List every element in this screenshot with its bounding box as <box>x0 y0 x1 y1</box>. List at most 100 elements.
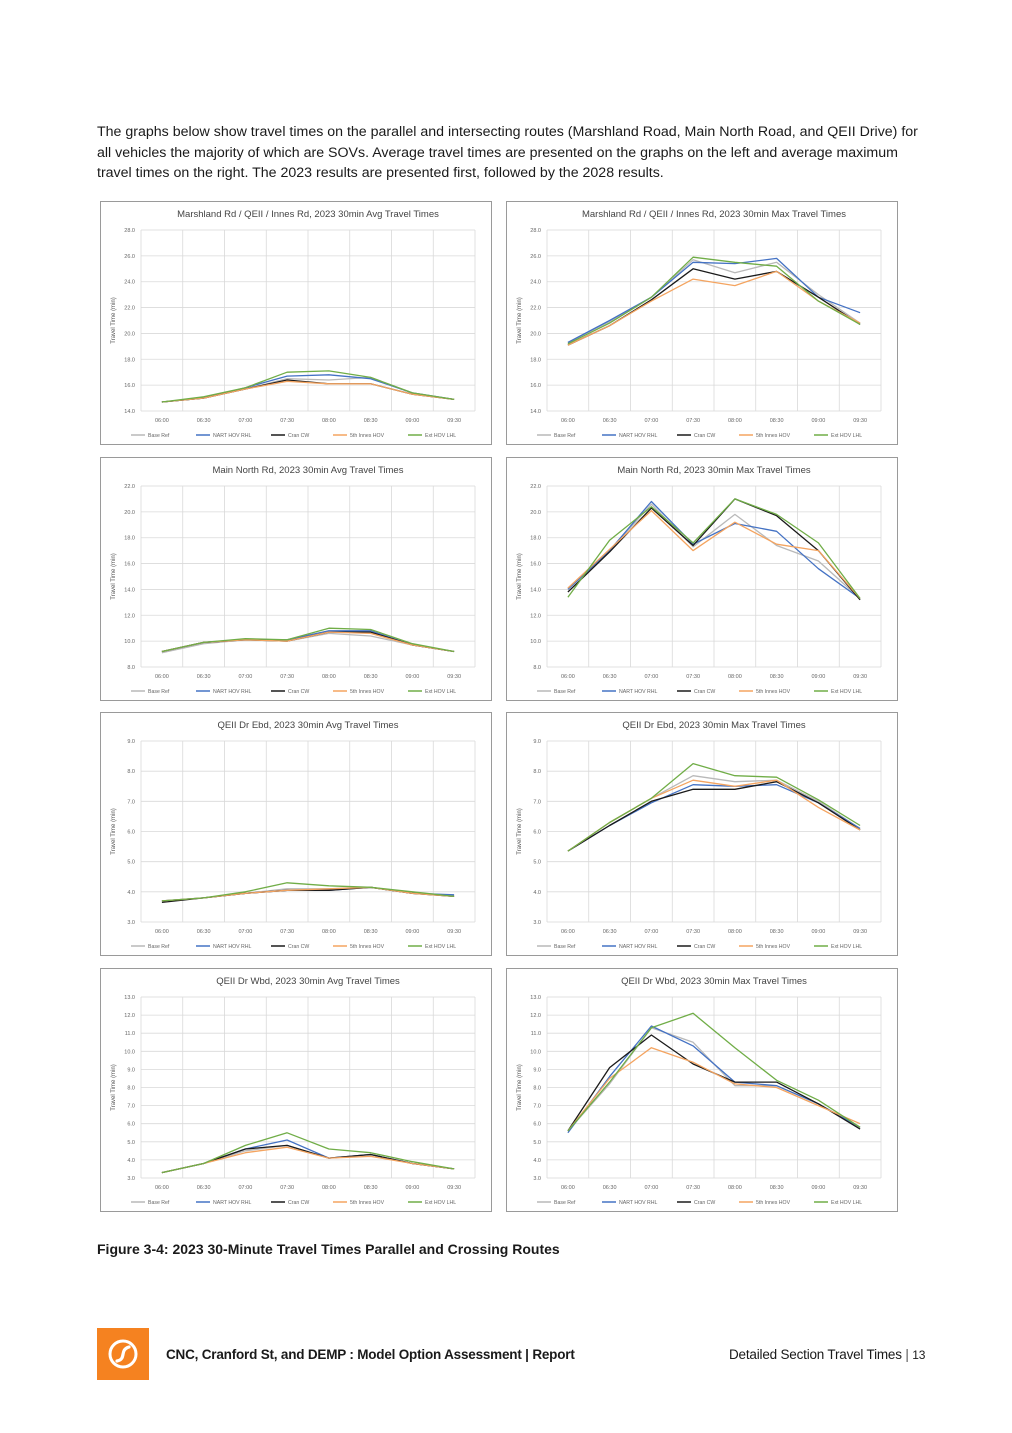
x-tick-label: 08:30 <box>770 674 784 680</box>
chart-panel-7: QEII Dr Wbd, 2023 30min Avg Travel Times… <box>100 968 492 1212</box>
legend-label: 5th Innes HOV <box>350 689 385 695</box>
footer-separator: | <box>905 1347 909 1362</box>
chart-svg-5: QEII Dr Ebd, 2023 30min Avg Travel Times… <box>111 720 476 950</box>
legend-label: Cran CW <box>694 1200 715 1206</box>
x-tick-label: 06:00 <box>155 1185 169 1191</box>
y-tick-label: 8.0 <box>127 769 135 775</box>
x-tick-label: 09:00 <box>405 1185 419 1191</box>
y-tick-label: 20.0 <box>124 331 135 337</box>
legend-label: Ext HOV LHL <box>425 433 456 439</box>
x-tick-label: 06:30 <box>603 929 617 935</box>
y-tick-label: 6.0 <box>533 830 541 836</box>
legend-label: Cran CW <box>694 944 715 950</box>
legend-label: Cran CW <box>288 433 309 439</box>
chart-title: Main North Rd, 2023 30min Max Travel Tim… <box>617 465 810 476</box>
legend-label: Cran CW <box>694 689 715 695</box>
legend-label: 5th Innes HOV <box>756 433 791 439</box>
x-tick-label: 06:30 <box>603 674 617 680</box>
y-tick-label: 18.0 <box>124 357 135 363</box>
y-axis-label: Travel Time (min) <box>111 1064 117 1110</box>
series-line-4 <box>567 270 861 346</box>
y-tick-label: 18.0 <box>530 357 541 363</box>
x-tick-label: 06:00 <box>561 1185 575 1191</box>
x-tick-label: 06:00 <box>561 929 575 935</box>
x-tick-label: 07:00 <box>238 418 252 424</box>
legend-label: NART HOV RHL <box>619 689 658 695</box>
y-tick-label: 5.0 <box>127 860 135 866</box>
y-tick-label: 3.0 <box>127 920 135 926</box>
y-axis-label: Travel Time (min) <box>517 1064 523 1110</box>
y-tick-label: 4.0 <box>127 1158 135 1164</box>
x-tick-label: 07:00 <box>238 1185 252 1191</box>
legend-label: NART HOV RHL <box>213 689 252 695</box>
chart-title: QEII Dr Ebd, 2023 30min Max Travel Times <box>622 720 805 731</box>
y-tick-label: 3.0 <box>533 1176 541 1182</box>
intro-paragraph: The graphs below show travel times on th… <box>97 124 918 181</box>
page-number: 13 <box>912 1348 926 1362</box>
x-tick-label: 09:30 <box>447 674 461 680</box>
legend-label: Ext HOV LHL <box>831 1200 862 1206</box>
chart-panel-1: Marshland Rd / QEII / Innes Rd, 2023 30m… <box>100 201 492 445</box>
y-axis-label: Travel Time (min) <box>111 297 117 343</box>
y-tick-label: 3.0 <box>533 920 541 926</box>
series-line-4 <box>161 380 455 403</box>
x-tick-label: 09:30 <box>447 418 461 424</box>
x-tick-label: 07:30 <box>686 1185 700 1191</box>
y-tick-label: 24.0 <box>124 280 135 286</box>
y-tick-label: 22.0 <box>530 306 541 312</box>
y-tick-label: 6.0 <box>127 830 135 836</box>
y-tick-label: 4.0 <box>127 890 135 896</box>
series-line-5 <box>161 1132 455 1174</box>
legend-label: NART HOV RHL <box>213 433 252 439</box>
x-tick-label: 09:30 <box>853 418 867 424</box>
x-tick-label: 07:30 <box>280 674 294 680</box>
chart-svg-6: QEII Dr Ebd, 2023 30min Max Travel Times… <box>517 720 882 950</box>
x-tick-label: 09:30 <box>853 1185 867 1191</box>
x-tick-label: 06:30 <box>197 1185 211 1191</box>
y-tick-label: 9.0 <box>127 739 135 745</box>
chart-title: Marshland Rd / QEII / Innes Rd, 2023 30m… <box>177 209 439 220</box>
x-tick-label: 09:30 <box>447 929 461 935</box>
x-tick-label: 08:30 <box>364 418 378 424</box>
legend-label: Cran CW <box>288 944 309 950</box>
chart-panel-2: Marshland Rd / QEII / Innes Rd, 2023 30m… <box>506 201 898 445</box>
x-tick-label: 08:00 <box>728 929 742 935</box>
series-line-5 <box>161 627 455 653</box>
x-tick-label: 07:30 <box>280 929 294 935</box>
y-tick-label: 18.0 <box>530 536 541 542</box>
x-tick-label: 09:00 <box>405 418 419 424</box>
x-tick-label: 07:30 <box>686 674 700 680</box>
y-tick-label: 10.0 <box>530 1049 541 1055</box>
x-tick-label: 08:00 <box>728 674 742 680</box>
y-tick-label: 22.0 <box>530 484 541 490</box>
y-tick-label: 24.0 <box>530 280 541 286</box>
legend-label: Cran CW <box>694 433 715 439</box>
footer-section-name: Detailed Section Travel Times <box>729 1347 902 1362</box>
legend-label: NART HOV RHL <box>213 944 252 950</box>
chart-title: QEII Dr Ebd, 2023 30min Avg Travel Times <box>218 720 399 731</box>
series-line-5 <box>161 370 455 403</box>
x-tick-label: 09:30 <box>853 929 867 935</box>
y-tick-label: 9.0 <box>533 739 541 745</box>
y-tick-label: 26.0 <box>530 254 541 260</box>
x-tick-label: 06:30 <box>197 674 211 680</box>
x-tick-label: 09:00 <box>811 929 825 935</box>
chart-svg-8: QEII Dr Wbd, 2023 30min Max Travel Times… <box>517 976 882 1206</box>
y-axis-label: Travel Time (min) <box>517 808 523 854</box>
series-line-3 <box>567 498 861 601</box>
x-tick-label: 09:30 <box>853 674 867 680</box>
x-tick-label: 07:30 <box>686 929 700 935</box>
y-tick-label: 6.0 <box>533 1122 541 1128</box>
y-tick-label: 16.0 <box>124 562 135 568</box>
legend-label: 5th Innes HOV <box>756 689 791 695</box>
x-tick-label: 06:00 <box>561 674 575 680</box>
chart-svg-1: Marshland Rd / QEII / Innes Rd, 2023 30m… <box>111 209 476 439</box>
legend-label: 5th Innes HOV <box>756 944 791 950</box>
series-line-2 <box>567 257 861 344</box>
y-tick-label: 22.0 <box>124 484 135 490</box>
y-tick-label: 10.0 <box>124 1049 135 1055</box>
y-tick-label: 3.0 <box>127 1176 135 1182</box>
legend-label: NART HOV RHL <box>619 433 658 439</box>
chart-svg-7: QEII Dr Wbd, 2023 30min Avg Travel Times… <box>111 976 476 1206</box>
legend-label: 5th Innes HOV <box>350 1200 385 1206</box>
